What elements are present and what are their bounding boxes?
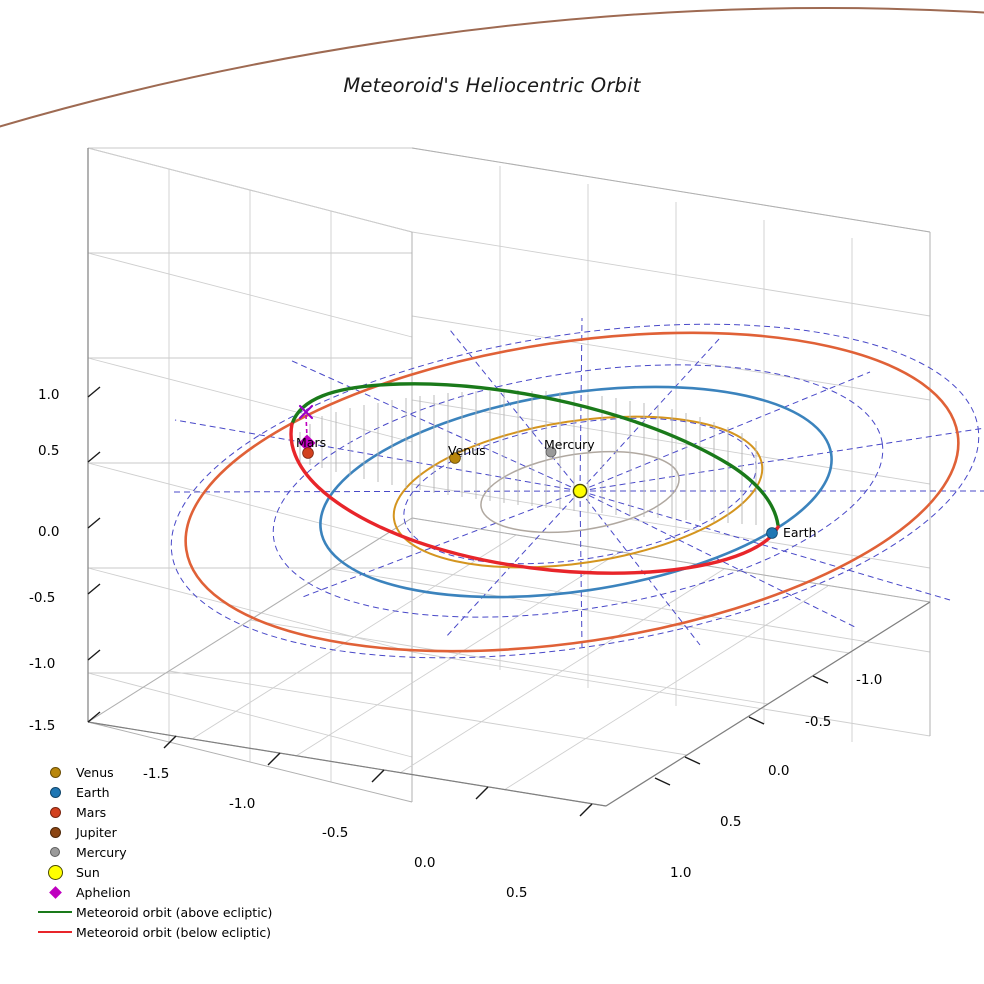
z-tick-label-3: -0.5 bbox=[29, 590, 56, 606]
legend-label-venus: Venus bbox=[76, 764, 114, 780]
legend-item-mars[interactable]: Mars bbox=[34, 802, 284, 822]
z-tick-label-0: 1.0 bbox=[38, 387, 60, 403]
meteoroid-orbit-below bbox=[289, 422, 780, 575]
figure-title: Meteoroid's Heliocentric Orbit bbox=[343, 74, 641, 97]
legend-label-jupiter: Jupiter bbox=[76, 824, 117, 840]
marker-earth bbox=[766, 527, 778, 539]
body-label-venus: Venus bbox=[448, 443, 486, 458]
y-axis-spine bbox=[605, 601, 931, 807]
x-tick-label-4: 0.5 bbox=[506, 885, 528, 901]
body-label-mercury: Mercury bbox=[544, 437, 595, 452]
venus-orbit-ellipse bbox=[392, 415, 764, 569]
legend-label-earth: Earth bbox=[76, 784, 110, 800]
legend-item-aphelion[interactable]: Aphelion bbox=[34, 882, 284, 902]
legend-item-sun[interactable]: Sun bbox=[34, 862, 284, 882]
x-tick-label-2: -0.5 bbox=[322, 825, 349, 841]
z-tick-label-1: 0.5 bbox=[38, 443, 60, 459]
y-tick-label-0: -1.0 bbox=[856, 672, 883, 688]
legend-label-aphelion: Aphelion bbox=[76, 884, 131, 900]
body-label-mars: Mars bbox=[296, 435, 327, 450]
legend-item-orbit-above[interactable]: Meteoroid orbit (above ecliptic) bbox=[34, 902, 284, 922]
x-axis-spine bbox=[87, 721, 607, 807]
mars-dot-icon bbox=[34, 802, 76, 822]
marker-sun bbox=[572, 483, 588, 499]
legend: Venus Earth Mars Jupiter Mercury bbox=[34, 762, 284, 942]
z-tick-label-2: 0.0 bbox=[38, 524, 60, 540]
aphelion-cross-icon bbox=[298, 404, 314, 420]
axis-spines bbox=[87, 148, 931, 807]
legend-label-orbit-above: Meteoroid orbit (above ecliptic) bbox=[76, 904, 273, 920]
earth-orbit-ellipse bbox=[319, 385, 833, 599]
z-tick-label-5: -1.5 bbox=[29, 718, 56, 734]
pane-left-depth-grid bbox=[87, 147, 413, 758]
body-label-earth: Earth bbox=[783, 525, 817, 540]
jupiter-dot-icon bbox=[34, 822, 76, 842]
aphelion-marker-group bbox=[298, 404, 316, 452]
y-tick-label-4: 1.0 bbox=[670, 865, 692, 881]
pane-left-grid bbox=[87, 147, 413, 802]
sun-dot-icon bbox=[34, 862, 76, 882]
x-tick-label-3: 0.0 bbox=[414, 855, 436, 871]
legend-label-orbit-below: Meteoroid orbit (below ecliptic) bbox=[76, 924, 272, 940]
axes-panes bbox=[87, 147, 931, 807]
marker-mercury bbox=[545, 446, 557, 458]
z-tick-label-4: -1.0 bbox=[29, 656, 56, 672]
pane-right-edges bbox=[411, 147, 931, 802]
earth-dot-icon bbox=[34, 782, 76, 802]
mars-orbit-ellipse bbox=[184, 331, 960, 653]
x-tick-label-1: -1.0 bbox=[229, 796, 256, 812]
red-line-icon bbox=[34, 922, 76, 942]
green-line-icon bbox=[34, 902, 76, 922]
meteoroid-stems bbox=[299, 390, 757, 525]
aphelion-diamond-icon bbox=[34, 882, 76, 902]
marker-mars bbox=[302, 447, 314, 459]
mercury-dot-icon bbox=[34, 842, 76, 862]
legend-item-earth[interactable]: Earth bbox=[34, 782, 284, 802]
legend-item-mercury[interactable]: Mercury bbox=[34, 842, 284, 862]
aphelion-connector bbox=[305, 414, 308, 439]
legend-label-mars: Mars bbox=[76, 804, 107, 820]
y-tick-label-3: 0.5 bbox=[720, 814, 742, 830]
legend-item-jupiter[interactable]: Jupiter bbox=[34, 822, 284, 842]
venus-dot-icon bbox=[34, 762, 76, 782]
legend-item-orbit-below[interactable]: Meteoroid orbit (below ecliptic) bbox=[34, 922, 284, 942]
meteoroid-orbit-above bbox=[290, 382, 780, 527]
y-tick-label-1: -0.5 bbox=[805, 714, 832, 730]
legend-label-sun: Sun bbox=[76, 864, 100, 880]
body-markers bbox=[302, 446, 778, 539]
legend-label-mercury: Mercury bbox=[76, 844, 127, 860]
y-tick-label-2: 0.0 bbox=[768, 763, 790, 779]
axis-ticks bbox=[87, 386, 829, 817]
marker-venus bbox=[449, 452, 461, 464]
x-tick-label-0: -1.5 bbox=[143, 766, 170, 782]
legend-item-venus[interactable]: Venus bbox=[34, 762, 284, 782]
aphelion-diamond-icon bbox=[298, 434, 316, 452]
